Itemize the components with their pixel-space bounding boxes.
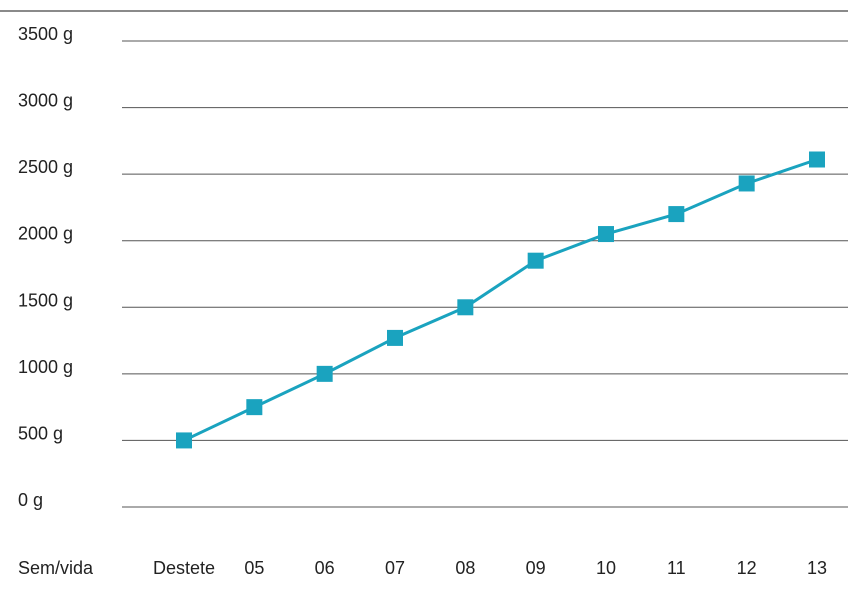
x-tick-label: 12: [737, 558, 757, 578]
x-axis-labels: Destete 05 06 07 08 09 10 11 12 13: [153, 558, 827, 578]
x-tick-label: 05: [244, 558, 264, 578]
data-point: [598, 226, 614, 243]
y-tick-label: 0 g: [18, 490, 43, 510]
x-axis-label: Sem/vida: [18, 558, 94, 578]
x-tick-label: 09: [526, 558, 546, 578]
x-tick-label: 08: [455, 558, 475, 578]
x-tick-label: 11: [667, 558, 686, 578]
y-tick-label: 3500 g: [18, 24, 73, 44]
series-weight: [176, 151, 825, 449]
x-tick-label: 10: [596, 558, 616, 578]
data-point: [246, 399, 263, 416]
data-point: [387, 329, 403, 346]
data-point: [738, 175, 755, 192]
y-tick-label: 500 g: [18, 423, 63, 443]
x-tick-label: 07: [385, 558, 405, 578]
y-tick-label: 1000 g: [18, 357, 73, 377]
x-tick-label: 13: [807, 558, 827, 578]
x-tick-label: Destete: [153, 558, 215, 578]
data-point: [176, 432, 192, 449]
x-tick-label: 06: [315, 558, 335, 578]
series-line: [183, 158, 818, 442]
gridlines: [122, 40, 848, 508]
data-point: [316, 365, 333, 382]
y-tick-label: 3000 g: [18, 91, 73, 111]
data-point: [668, 206, 685, 223]
data-point: [809, 151, 825, 168]
data-point: [527, 252, 544, 269]
y-axis-labels: 0 g 500 g 1000 g 1500 g 2000 g 2500 g 3000 g 35…: [18, 24, 73, 510]
y-tick-label: 2500 g: [18, 157, 73, 177]
y-tick-label: 1500 g: [18, 290, 73, 310]
y-tick-label: 2000 g: [18, 224, 73, 244]
data-point: [457, 299, 474, 316]
